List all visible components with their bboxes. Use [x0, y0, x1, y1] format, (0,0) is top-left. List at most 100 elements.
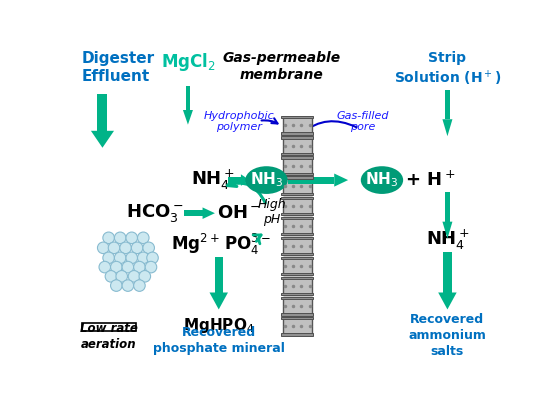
Circle shape: [105, 270, 117, 282]
Circle shape: [138, 232, 149, 244]
Text: MgCl$_2$: MgCl$_2$: [161, 52, 215, 73]
Text: NH$_4^+$: NH$_4^+$: [191, 168, 234, 192]
Bar: [281, 317, 314, 319]
Bar: [443, 252, 452, 293]
Bar: [283, 197, 312, 215]
Bar: [281, 257, 314, 259]
Text: Hydrophobic
polymer: Hydrophobic polymer: [204, 111, 275, 132]
Text: MgHPO$_4$: MgHPO$_4$: [183, 316, 254, 335]
Circle shape: [111, 280, 122, 291]
Bar: [283, 177, 312, 195]
Bar: [283, 237, 312, 255]
Bar: [281, 333, 314, 335]
Circle shape: [122, 261, 134, 273]
Bar: [281, 273, 314, 276]
Bar: [281, 213, 314, 215]
Polygon shape: [210, 293, 228, 309]
Bar: [97, 94, 107, 131]
Circle shape: [145, 261, 157, 273]
Bar: [82, 323, 136, 331]
Text: + H$^+$: + H$^+$: [405, 170, 455, 190]
Text: NH$_3$: NH$_3$: [250, 171, 283, 189]
Bar: [283, 318, 312, 335]
Bar: [283, 257, 312, 275]
Text: Gas-filled
pore: Gas-filled pore: [337, 111, 389, 132]
Bar: [283, 157, 312, 175]
Text: Gas-permeable
membrane: Gas-permeable membrane: [223, 52, 341, 82]
Ellipse shape: [361, 166, 403, 194]
Bar: [445, 193, 450, 222]
Bar: [445, 90, 450, 119]
Circle shape: [108, 242, 120, 254]
Bar: [281, 217, 314, 219]
Polygon shape: [334, 173, 348, 187]
Bar: [283, 217, 312, 235]
Circle shape: [99, 261, 111, 273]
Circle shape: [111, 261, 122, 273]
Polygon shape: [442, 119, 453, 136]
Circle shape: [114, 252, 126, 264]
Bar: [281, 173, 314, 175]
Bar: [281, 277, 314, 279]
Bar: [281, 233, 314, 235]
Circle shape: [134, 280, 145, 291]
Circle shape: [126, 232, 138, 244]
Bar: [281, 152, 314, 155]
Bar: [214, 257, 223, 293]
Text: Recovered
ammonium
salts: Recovered ammonium salts: [409, 313, 486, 358]
Polygon shape: [91, 131, 114, 148]
Bar: [281, 197, 314, 199]
Bar: [281, 133, 314, 135]
Polygon shape: [202, 207, 215, 219]
Text: Digester
Effluent: Digester Effluent: [82, 52, 155, 84]
Bar: [283, 137, 312, 154]
Text: Strip
Solution (H$^+$): Strip Solution (H$^+$): [394, 52, 501, 88]
Circle shape: [103, 252, 114, 264]
Bar: [281, 156, 314, 159]
Text: High
pH: High pH: [257, 198, 286, 226]
Bar: [281, 253, 314, 255]
Circle shape: [138, 252, 149, 264]
Bar: [281, 136, 314, 139]
Bar: [281, 193, 314, 195]
Circle shape: [116, 270, 128, 282]
Circle shape: [131, 242, 143, 254]
Bar: [281, 313, 314, 316]
Circle shape: [97, 242, 109, 254]
Bar: [281, 237, 314, 239]
Circle shape: [120, 242, 131, 254]
Bar: [283, 117, 312, 134]
Text: Mg$^{2+}$: Mg$^{2+}$: [171, 232, 220, 256]
Bar: [283, 277, 312, 295]
Polygon shape: [241, 174, 250, 186]
Bar: [186, 86, 190, 110]
Circle shape: [122, 280, 134, 291]
Text: Recovered
phosphate mineral: Recovered phosphate mineral: [153, 326, 285, 355]
Circle shape: [143, 242, 155, 254]
Bar: [281, 176, 314, 179]
Text: OH$^-$: OH$^-$: [217, 204, 262, 222]
Circle shape: [103, 232, 114, 244]
Polygon shape: [183, 110, 193, 125]
Circle shape: [139, 270, 151, 282]
Bar: [281, 293, 314, 295]
Polygon shape: [442, 222, 453, 239]
Text: PO$_4^{3-}$: PO$_4^{3-}$: [224, 231, 271, 256]
Text: NH$_4^+$: NH$_4^+$: [426, 228, 469, 252]
Bar: [283, 297, 312, 315]
Circle shape: [134, 261, 145, 273]
Bar: [288, 177, 334, 183]
Bar: [184, 210, 202, 216]
Text: HCO$_3^-$: HCO$_3^-$: [126, 202, 184, 224]
Text: Low rate
aeration: Low rate aeration: [80, 322, 138, 351]
Circle shape: [114, 232, 126, 244]
Polygon shape: [438, 293, 456, 309]
Bar: [281, 297, 314, 299]
Circle shape: [126, 252, 138, 264]
Ellipse shape: [245, 166, 288, 194]
Text: NH$_3$: NH$_3$: [365, 171, 399, 189]
Bar: [228, 177, 241, 183]
Bar: [281, 116, 314, 118]
Circle shape: [128, 270, 140, 282]
Circle shape: [147, 252, 158, 264]
